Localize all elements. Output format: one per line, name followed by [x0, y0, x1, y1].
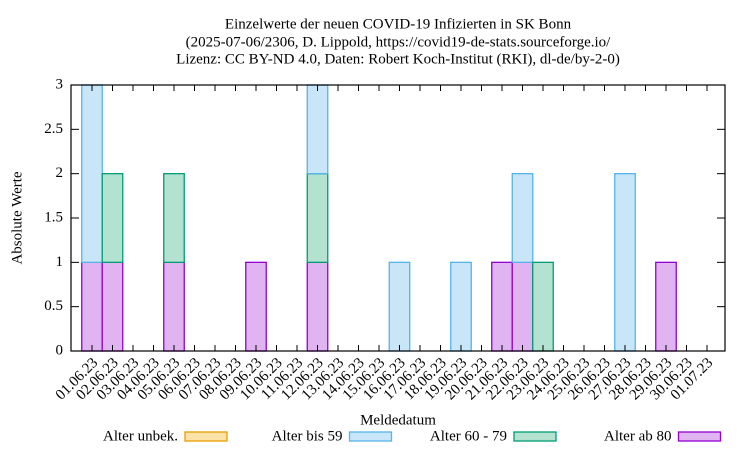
- y-tick-label: 2.5: [44, 121, 63, 137]
- legend-label: Alter 60 - 79: [430, 428, 507, 444]
- legend-swatch: [513, 431, 557, 442]
- bar: [306, 173, 329, 263]
- bar: [532, 261, 554, 352]
- chart-title: (2025-07-06/2306, D. Lippold, https://co…: [186, 34, 611, 50]
- legend-swatch: [677, 431, 722, 442]
- y-axis-label: Absolute Werte: [9, 171, 25, 264]
- legend-label: Alter ab 80: [604, 428, 671, 444]
- y-tick-label: 1.5: [44, 209, 63, 225]
- bar: [655, 261, 677, 352]
- bar: [450, 261, 472, 352]
- bar: [163, 261, 185, 352]
- bar: [101, 173, 124, 263]
- legend-label: Alter bis 59: [272, 428, 343, 444]
- legend-swatch: [348, 431, 393, 442]
- bar: [306, 261, 329, 352]
- legend-swatch: [184, 431, 228, 442]
- y-tick-label: 0.5: [44, 298, 63, 314]
- chart-title: Einzelwerte der neuen COVID-19 Infiziert…: [225, 16, 572, 32]
- bar: [101, 261, 124, 352]
- bar: [388, 261, 411, 352]
- y-tick-label: 0: [56, 342, 64, 358]
- bar: [511, 261, 534, 352]
- bar: [81, 84, 103, 263]
- legend-label: Alter unbek.: [103, 428, 178, 444]
- plot-frame: [70, 84, 726, 352]
- chart-title: Lizenz: CC BY-ND 4.0, Daten: Robert Koch…: [176, 51, 620, 67]
- bar: [491, 261, 513, 352]
- bar: [306, 84, 329, 175]
- bar: [245, 261, 267, 352]
- y-tick-label: 3: [56, 76, 64, 92]
- bar: [163, 173, 185, 263]
- y-tick-label: 2: [56, 165, 64, 181]
- bar: [614, 173, 636, 352]
- y-tick-label: 1: [56, 254, 64, 270]
- bar: [511, 173, 534, 263]
- x-axis-label: Meldedatum: [360, 412, 436, 428]
- bar: [81, 261, 103, 352]
